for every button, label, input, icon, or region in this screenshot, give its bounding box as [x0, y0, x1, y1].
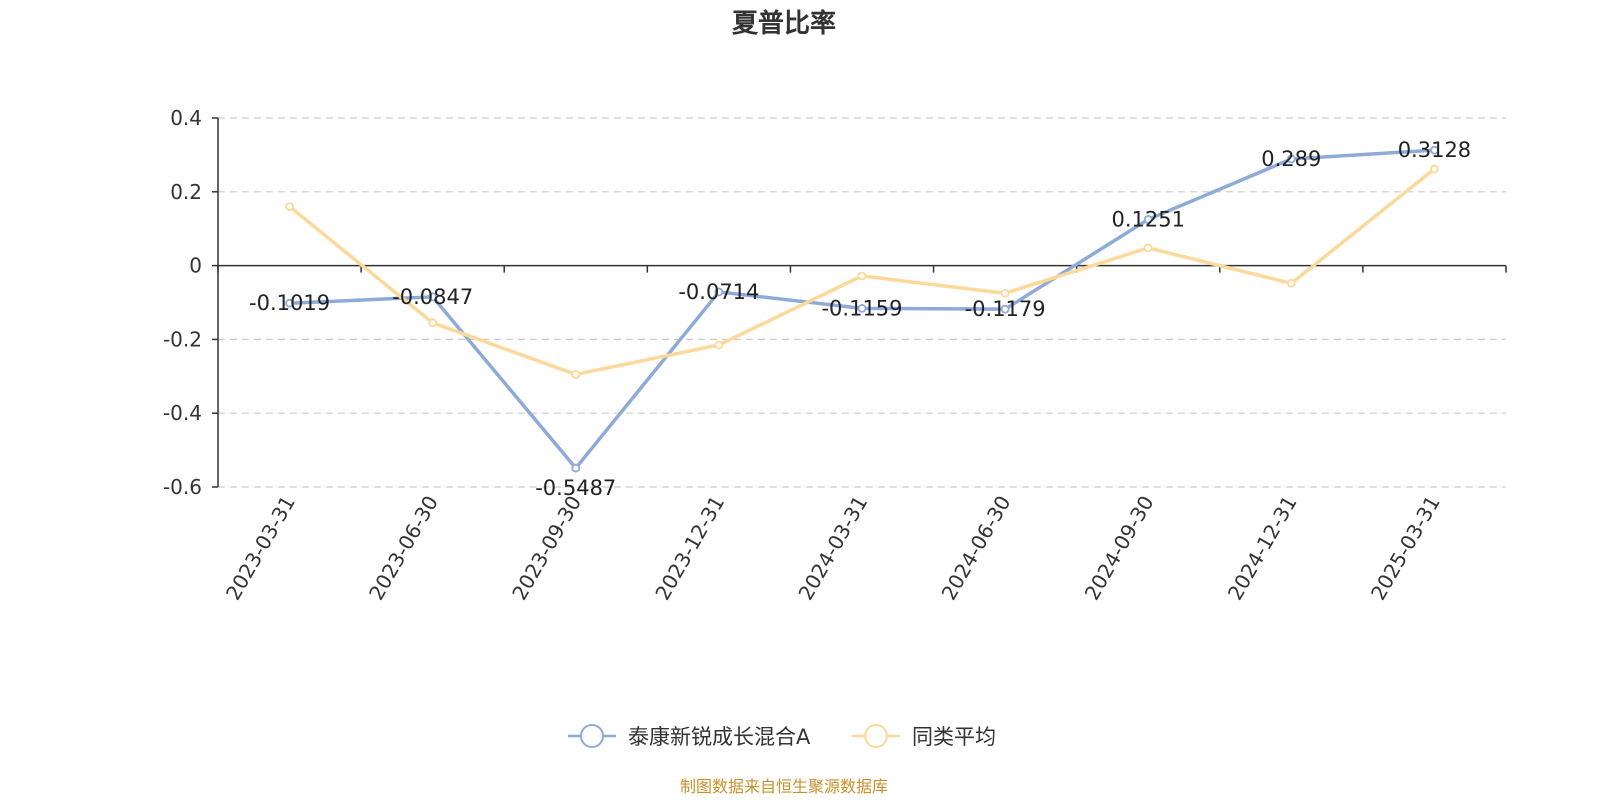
series-point-1	[285, 298, 294, 308]
data-label: -0.1019	[249, 291, 330, 315]
y-tick-label: -0.4	[163, 401, 202, 425]
series-point-2	[285, 202, 294, 211]
x-tick-label: 2024-06-30	[937, 492, 1016, 605]
data-label-layer: -0.1019 -0.0847 -0.5487 -0.0714 -0.1159 -0.11…	[249, 138, 1471, 500]
series-layer	[285, 145, 1439, 473]
legend-label: 同类平均	[912, 725, 996, 749]
x-tick-label: 2023-12-31	[650, 492, 729, 605]
y-tick-label: -0.2	[163, 327, 202, 351]
series-point-1	[857, 303, 867, 313]
x-tick-label: 2024-09-30	[1080, 492, 1159, 605]
y-tick-label: 0.2	[170, 180, 202, 204]
legend-marker	[864, 724, 888, 748]
series-point-2	[1143, 243, 1153, 253]
legend-item-1[interactable]: 泰康新锐成长混合A	[568, 724, 811, 749]
chart-title: 夏普比率	[732, 8, 836, 39]
x-tick-label: 2024-12-31	[1223, 492, 1302, 605]
data-label: -0.1179	[965, 297, 1046, 321]
series-point-2	[428, 318, 438, 328]
axis-layer: 0.4 0.2 0 -0.2 -0.4 -0.6 2023-03-31 2023-06-30 2…	[163, 106, 1507, 605]
x-tick-label: 2024-03-31	[793, 492, 872, 605]
data-label: -0.1159	[821, 296, 902, 320]
series-point-1	[428, 292, 438, 302]
data-label: -0.0714	[678, 280, 759, 304]
series-point-2	[571, 370, 581, 379]
data-label: 0.3128	[1398, 138, 1471, 162]
series-point-1	[1143, 215, 1153, 224]
series-point-2	[1000, 288, 1010, 298]
series-point-2	[857, 271, 867, 281]
legend-label: 泰康新锐成长混合A	[628, 725, 811, 749]
x-tick-label: 2023-06-30	[364, 491, 443, 604]
x-tick-label: 2023-03-31	[221, 492, 300, 605]
series-point-2	[714, 340, 724, 350]
series-point-1	[571, 463, 581, 473]
series-point-1	[1286, 154, 1296, 164]
source-note: 制图数据来自恒生聚源数据库	[680, 777, 888, 796]
series-point-1	[1000, 304, 1010, 314]
y-tick-label: 0	[189, 254, 202, 278]
grid-layer	[218, 117, 1506, 488]
data-label: 0.1251	[1111, 207, 1184, 231]
series-point-2	[1286, 278, 1296, 288]
data-label: -0.5487	[535, 476, 616, 500]
data-label: 0.289	[1261, 147, 1321, 171]
y-tick-label: 0.4	[170, 106, 202, 130]
series-point-2	[1430, 164, 1439, 174]
x-tick-label: 2023-09-30	[507, 492, 586, 605]
legend-marker	[580, 724, 604, 748]
series-point-1	[1430, 145, 1439, 155]
x-tick-label: 2025-03-31	[1366, 492, 1445, 605]
series-point-1	[714, 287, 724, 297]
legend-item-2[interactable]: 同类平均	[852, 724, 996, 749]
data-label: -0.0847	[392, 285, 473, 309]
legend: 泰康新锐成长混合A 同类平均	[568, 724, 996, 749]
y-tick-label: -0.6	[163, 475, 202, 499]
